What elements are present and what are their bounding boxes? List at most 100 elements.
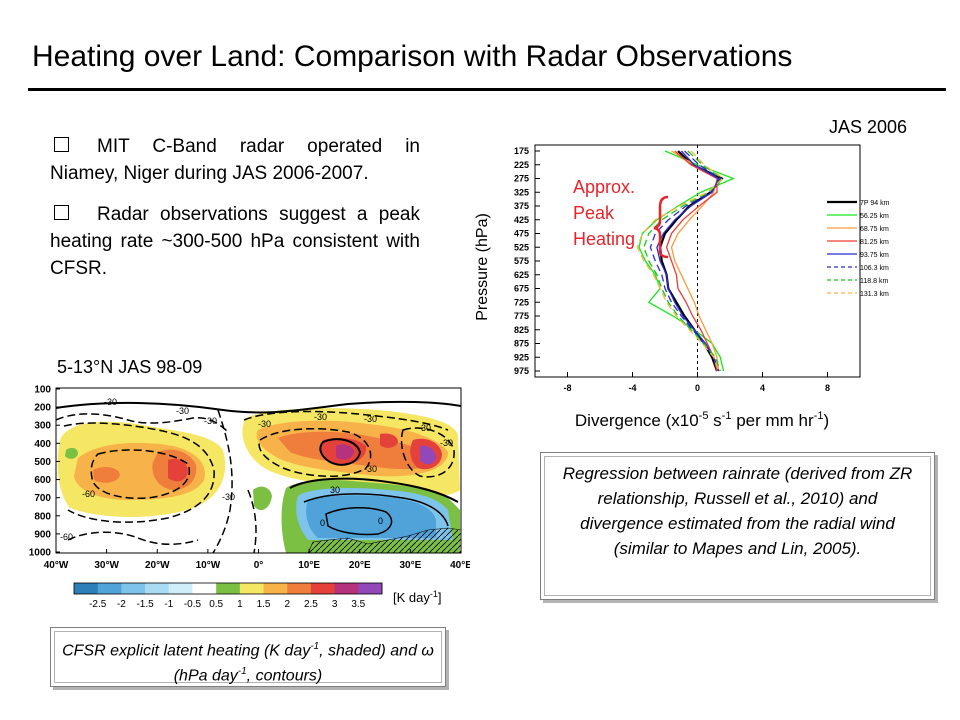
contour-label: -30 [258,419,271,429]
x-tick-label: 30°E [399,560,421,571]
legend-label: 93.75 km [860,252,889,259]
contour-label: -30 [204,416,217,426]
colorbar-swatch [168,583,193,594]
series-line [638,150,736,372]
regression-caption-text: Regression between rainrate (derived fro… [562,464,913,558]
colorbar-tick-label: -1 [164,599,173,610]
caption-part: CFSR explicit latent heating (K day [62,642,311,660]
y-tick-label: 475 [514,229,529,239]
y-tick-label: 800 [34,511,51,522]
y-tick-label: 725 [514,297,529,307]
jas-2006-label: JAS 2006 [829,117,908,137]
colorbar-swatch [216,583,241,594]
profile-series-lines [636,150,736,372]
x-tick-label: 10°W [196,560,221,571]
colorbar-tick-label: 1 [237,599,243,610]
cfsr-caption-text: CFSR explicit latent heating (K day-1, s… [51,628,445,687]
cfsr-caption-box: CFSR explicit latent heating (K day-1, s… [50,627,446,687]
caption-part: , contours) [246,667,323,685]
colorbar-tick-label: -2.5 [89,599,107,610]
x-tick-label: 8 [825,383,830,393]
xlabel-sup: -1 [814,410,824,422]
contour-label: -30 [364,414,377,424]
unit-part: [K day [393,590,430,605]
colorbar-swatch [192,583,217,594]
colorbar-tick-label: -0.5 [184,599,202,610]
unit-sup: -1 [430,589,438,599]
legend-label: 81.25 km [860,239,889,246]
colorbar: -2.5 -2 -1.5 -1 -0.5 0.5 1 1.5 2 2.5 3 3.5 [73,582,383,610]
y-tick-label: 775 [514,311,529,321]
series-line [658,150,724,372]
pressure-axis-label: Pressure (hPa) [474,213,491,321]
colorbar-swatch [145,583,170,594]
divergence-profile-chart: 175 225 275 325 375 425 475 525 575 625 675 725 775 8… [474,144,890,430]
colorbar-tick-label: 1.5 [257,599,271,610]
x-tick-label: -8 [563,383,571,393]
colorbar-swatch [121,583,146,594]
legend-label: 7P 94 km [860,200,890,207]
checkbox-square-icon [54,205,69,220]
y-tick-label: 975 [514,366,529,376]
colorbar-tick-label: 2.5 [304,599,318,610]
series-line [665,150,718,372]
series-line [670,150,720,372]
title-underline [28,88,946,91]
legend-label: 118.8 km [860,278,888,285]
colorbar-tick-label: 2 [284,599,290,610]
caption-part: , shaded) and ω (hPa day [173,642,434,685]
contour-label: 0 [378,516,383,526]
contour-label: -30 [418,423,431,433]
x-tick-label: 0° [254,560,264,571]
bullet-text: Radar observations suggest a peak heatin… [50,204,420,279]
y-tick-label: 900 [34,529,51,540]
xlabel-part: Divergence (x10 [575,411,699,430]
slide-title: Heating over Land: Comparison with Radar… [32,40,793,73]
unit-part: ] [438,590,442,605]
colorbar-tick-label: -1.5 [136,599,154,610]
bullet-text: MIT C-Band radar operated in Niamey, Nig… [50,136,420,184]
box-inner-border [544,456,931,596]
xlabel-sup: -5 [699,410,709,422]
colorbar-frame [73,582,383,595]
contour-labels: -30 -30 -60 -30 -30 -60 -30 -30 -30 -30 -30 -30 0 0 30 [60,397,453,542]
y-tick-label: 100 [34,385,51,396]
contour-label: -30 [104,397,117,407]
colorbar-swatch [287,583,312,594]
y-tick-label: 1000 [29,548,52,559]
y-tick-label: 500 [34,457,51,468]
y-tick-label: 875 [514,339,529,349]
x-tick-label: -4 [628,383,636,393]
divergence-axis-label: Divergence (x10-5 s-1 per mm hr-1) [575,410,829,430]
y-tick-label: 275 [514,174,529,184]
map-caption: 5-13°N JAS 98-09 [57,357,203,377]
y-tick-label: 675 [514,284,529,294]
contour-label: 0 [320,518,325,528]
x-tick-label: 30°W [94,560,119,571]
bullet-list: MIT C-Band radar operated in Niamey, Nig… [50,133,420,296]
colorbar-unit: [K day-1] [393,589,442,605]
pressure-tick-labels: 175 225 275 325 375 425 475 525 575 625 675 725 775 8… [514,146,540,376]
y-tick-label: 400 [34,439,51,450]
x-tick-label: 40°W [44,560,69,571]
profile-legend: 7P 94 km 56.25 km 68.75 km 81.25 km 93.75 km… [827,200,890,298]
y-tick-label: 525 [514,242,529,252]
peak-annotation-line: Peak [573,203,615,223]
longitude-tick-labels: 40°W 30°W 20°W 10°W 0° 10°E 20°E 30°E 40°E [44,549,470,571]
legend-label: 106.3 km [860,265,889,272]
xlabel-part: ) [823,411,829,430]
x-tick-label: 40°E [450,560,470,571]
x-tick-label: 4 [760,383,765,393]
colorbar-swatch [74,583,99,594]
contour-label: -30 [364,464,377,474]
y-tick-label: 300 [34,421,51,432]
series-line [636,150,725,372]
peak-annotation-line: Approx. [573,177,635,197]
y-tick-label: 375 [514,201,529,211]
bullet-item: Radar observations suggest a peak heatin… [50,201,420,282]
y-tick-label: 175 [514,146,529,156]
regression-caption-box: Regression between rainrate (derived fro… [540,452,935,600]
y-tick-label: 600 [34,475,51,486]
x-tick-label: 20°W [145,560,170,571]
divergence-tick-labels: -8 -4 0 4 8 [563,372,830,393]
